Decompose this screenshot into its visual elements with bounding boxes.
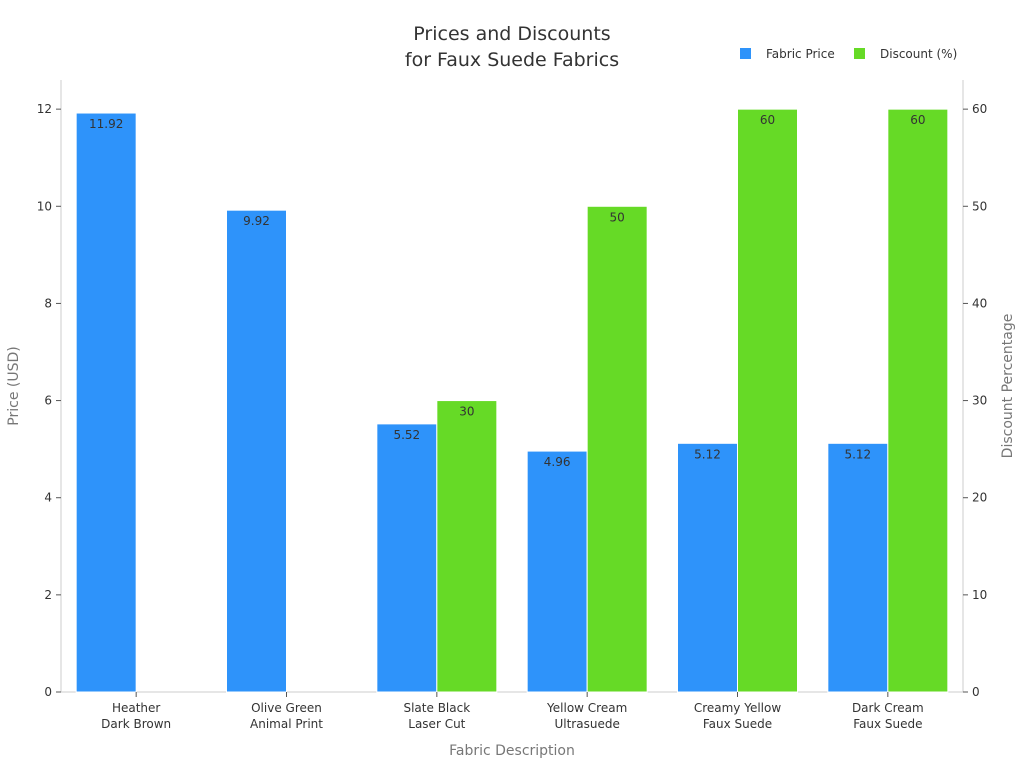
left-tick-label: 2	[44, 588, 52, 602]
bar-discount[interactable]	[737, 108, 798, 693]
x-tick-label: Olive Green Animal Print	[250, 701, 323, 731]
bar-discount[interactable]	[887, 108, 949, 693]
left-tick-label: 12	[37, 102, 52, 116]
legend[interactable]: Fabric Price Discount (%)	[740, 47, 957, 61]
legend-swatch-discount	[854, 48, 865, 59]
x-tick-label: Dark Cream Faux Suede	[852, 701, 924, 731]
legend-swatch-fabric-price	[740, 48, 751, 59]
x-tick-label: Heather Dark Brown	[101, 701, 171, 731]
legend-label-discount[interactable]: Discount (%)	[880, 47, 957, 61]
data-label-fabric-price: 11.92	[89, 117, 123, 131]
bar-fabric-price[interactable]	[376, 423, 438, 693]
x-tick-label: Slate Black Laser Cut	[403, 701, 470, 731]
data-label-discount: 60	[910, 113, 925, 127]
left-tick-label: 6	[44, 394, 52, 408]
y2-axis-title: Discount Percentage	[1000, 314, 1016, 459]
bar-fabric-price[interactable]	[827, 442, 889, 693]
chart-title-line-2: for Faux Suede Fabrics	[405, 49, 619, 71]
left-tick-label: 4	[44, 491, 52, 505]
right-tick-label: 20	[972, 491, 987, 505]
data-label-fabric-price: 4.96	[544, 455, 571, 469]
right-tick-label: 30	[972, 394, 987, 408]
right-tick-label: 0	[972, 685, 980, 699]
data-label-discount: 60	[760, 113, 775, 127]
data-label-discount: 30	[459, 405, 474, 419]
bar-fabric-price[interactable]	[526, 450, 588, 693]
bar-discount[interactable]	[436, 400, 498, 693]
left-tick-label: 0	[44, 685, 52, 699]
bar-discount[interactable]	[586, 205, 648, 693]
y-axis-title: Price (USD)	[6, 346, 22, 425]
right-tick-label: 40	[972, 296, 987, 310]
right-axis-ticks: 0 10 20 30 40 50 60	[963, 102, 987, 699]
left-tick-label: 8	[44, 296, 52, 310]
bar-fabric-price[interactable]	[226, 209, 287, 693]
data-label-fabric-price: 5.52	[393, 428, 420, 442]
x-tick-label: Yellow Cream Ultrasuede	[546, 701, 627, 731]
data-label-discount: 50	[610, 210, 625, 224]
right-tick-label: 50	[972, 199, 987, 213]
right-tick-label: 60	[972, 102, 987, 116]
data-label-fabric-price: 9.92	[243, 214, 270, 228]
data-label-fabric-price: 5.12	[844, 447, 871, 461]
x-axis-ticks: Heather Dark Brown Olive Green Animal Print…	[101, 692, 924, 731]
bar-fabric-price[interactable]	[677, 442, 738, 693]
left-axis-ticks: 0 2 4 6 8 10 12	[37, 102, 61, 699]
right-tick-label: 10	[972, 588, 987, 602]
bar-fabric-price[interactable]	[75, 112, 137, 693]
left-tick-label: 10	[37, 199, 52, 213]
chart-title-line-1: Prices and Discounts	[413, 23, 610, 45]
data-label-fabric-price: 5.12	[694, 447, 721, 461]
x-axis-title: Fabric Description	[449, 743, 575, 759]
x-tick-label: Creamy Yellow Faux Suede	[694, 701, 782, 731]
legend-label-fabric-price[interactable]: Fabric Price	[766, 47, 835, 61]
bars: 11.92 9.92 5.52 30 4.96 50 5.12 60 5.12 60	[75, 108, 949, 693]
